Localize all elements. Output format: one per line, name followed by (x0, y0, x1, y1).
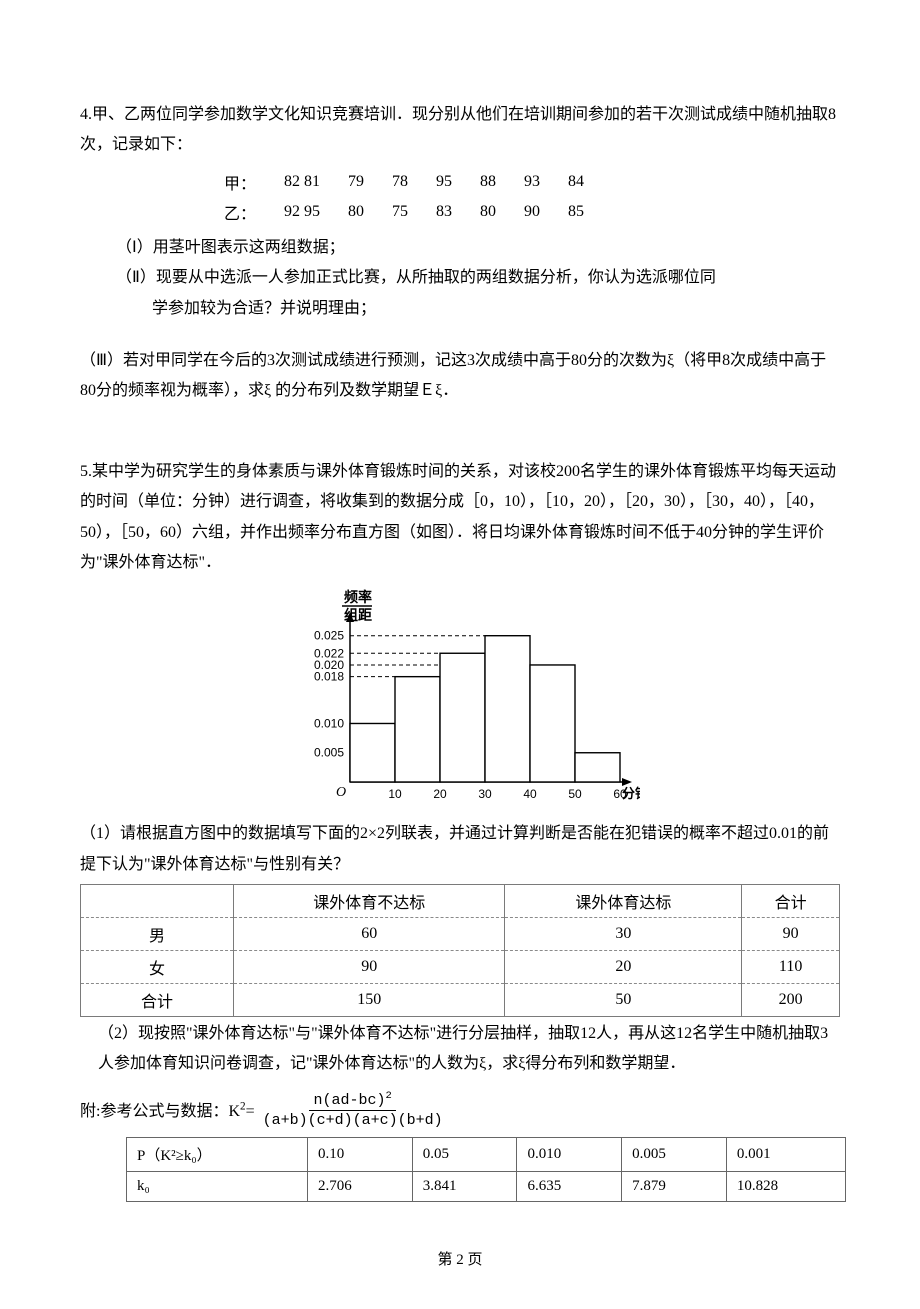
cell: 90 (234, 951, 505, 984)
cell: 6.635 (517, 1171, 622, 1201)
q4-part2-line2: 学参加较为合适？并说明理由； (152, 294, 840, 324)
formula: 附:参考公式与数据：K2= n(ad-bc)2 (a+b)(c+d)(a+c)(… (80, 1090, 840, 1129)
table-row: 甲： 82 81 79 78 95 88 93 84 (210, 167, 598, 197)
cell: 0.001 (726, 1137, 845, 1171)
cell: 80 (466, 197, 510, 227)
q5-intro: 5.某中学为研究学生的身体素质与课外体育锻炼时间的关系，对该校200名学生的课外… (80, 457, 840, 579)
svg-text:频率: 频率 (344, 589, 372, 606)
svg-text:30: 30 (478, 787, 492, 801)
q5-part2: （2）现按照"课外体育达标"与"课外体育不达标"进行分层抽样，抽取12人，再从这… (98, 1019, 840, 1080)
cell: 课外体育达标 (505, 885, 742, 918)
table-row: P（K²≥k₀） 0.10 0.05 0.010 0.005 0.001 (127, 1137, 846, 1171)
cell: 82 81 (270, 167, 334, 197)
cell (81, 885, 234, 918)
cell: 男 (81, 918, 234, 951)
cell: 0.10 (308, 1137, 413, 1171)
formula-denominator: (a+b)(c+d)(a+c)(b+d) (259, 1111, 447, 1129)
svg-text:50: 50 (568, 787, 582, 801)
cell: 85 (554, 197, 598, 227)
svg-text:0.022: 0.022 (314, 647, 344, 661)
cell: 88 (466, 167, 510, 197)
cell: 93 (510, 167, 554, 197)
cell: 90 (742, 918, 840, 951)
cell: 合计 (81, 984, 234, 1017)
cell: 110 (742, 951, 840, 984)
table-row: 乙： 92 95 80 75 83 80 90 85 (210, 197, 598, 227)
cell: 150 (234, 984, 505, 1017)
cell: 合计 (742, 885, 840, 918)
cell: 80 (334, 197, 378, 227)
row-label: 甲： (210, 167, 270, 197)
cell: 20 (505, 951, 742, 984)
cell: 83 (422, 197, 466, 227)
page: 4.甲、乙两位同学参加数学文化知识竞赛培训．现分别从他们在培训期间参加的若干次测… (0, 0, 920, 1309)
cell: P（K²≥k₀） (127, 1137, 308, 1171)
critical-value-table: P（K²≥k₀） 0.10 0.05 0.010 0.005 0.001 k₀ … (126, 1137, 846, 1202)
histogram-svg: 频率组距0.0050.0100.0180.0200.0220.025O10203… (280, 586, 640, 806)
formula-fraction: n(ad-bc)2 (a+b)(c+d)(a+c)(b+d) (259, 1090, 447, 1129)
cell: 60 (234, 918, 505, 951)
svg-text:20: 20 (433, 787, 447, 801)
table-row: k₀ 2.706 3.841 6.635 7.879 10.828 (127, 1171, 846, 1201)
page-footer: 第 2 页 (80, 1248, 840, 1269)
cell: 女 (81, 951, 234, 984)
q4-intro: 4.甲、乙两位同学参加数学文化知识竞赛培训．现分别从他们在培训期间参加的若干次测… (80, 100, 840, 161)
q5-part1: （1）请根据直方图中的数据填写下面的2×2列联表，并通过计算判断是否能在犯错误的… (80, 819, 840, 880)
svg-text:10: 10 (388, 787, 402, 801)
contingency-table: 课外体育不达标 课外体育达标 合计 男 60 30 90 女 90 20 110… (80, 884, 840, 1017)
cell: 7.879 (622, 1171, 727, 1201)
cell: 78 (378, 167, 422, 197)
cell: 2.706 (308, 1171, 413, 1201)
table-row: 男 60 30 90 (81, 918, 840, 951)
svg-text:40: 40 (523, 787, 537, 801)
q4-part2-line1: （Ⅱ）现要从中选派一人参加正式比赛，从所抽取的两组数据分析，你认为选派哪位同 (116, 263, 840, 293)
cell: 79 (334, 167, 378, 197)
cell: 200 (742, 984, 840, 1017)
cell: 75 (378, 197, 422, 227)
svg-text:分钟: 分钟 (622, 786, 640, 801)
cell: 50 (505, 984, 742, 1017)
q4-data-table: 甲： 82 81 79 78 95 88 93 84 乙： 92 95 80 7… (210, 167, 598, 227)
cell: 课外体育不达标 (234, 885, 505, 918)
cell: 84 (554, 167, 598, 197)
cell: 95 (422, 167, 466, 197)
row-label: 乙： (210, 197, 270, 227)
cell: 10.828 (726, 1171, 845, 1201)
svg-text:0.005: 0.005 (314, 746, 344, 760)
svg-text:0.025: 0.025 (314, 629, 344, 643)
formula-label: 附:参考公式与数据：K2= (80, 1097, 255, 1121)
q5-histogram: 频率组距0.0050.0100.0180.0200.0220.025O10203… (80, 586, 840, 811)
formula-numerator: n(ad-bc)2 (309, 1090, 395, 1111)
table-row: 合计 150 50 200 (81, 984, 840, 1017)
table-row: 课外体育不达标 课外体育达标 合计 (81, 885, 840, 918)
q4-part3: （Ⅲ）若对甲同学在今后的3次测试成绩进行预测，记这3次成绩中高于80分的次数为ξ… (80, 346, 840, 407)
cell: 0.005 (622, 1137, 727, 1171)
q4-part1: （Ⅰ）用茎叶图表示这两组数据； (116, 233, 840, 263)
cell: 30 (505, 918, 742, 951)
cell: k₀ (127, 1171, 308, 1201)
cell: 0.010 (517, 1137, 622, 1171)
table-row: 女 90 20 110 (81, 951, 840, 984)
cell: 0.05 (412, 1137, 517, 1171)
cell: 92 95 (270, 197, 334, 227)
cell: 3.841 (412, 1171, 517, 1201)
cell: 90 (510, 197, 554, 227)
svg-text:0.010: 0.010 (314, 717, 344, 731)
svg-text:O: O (336, 785, 346, 800)
